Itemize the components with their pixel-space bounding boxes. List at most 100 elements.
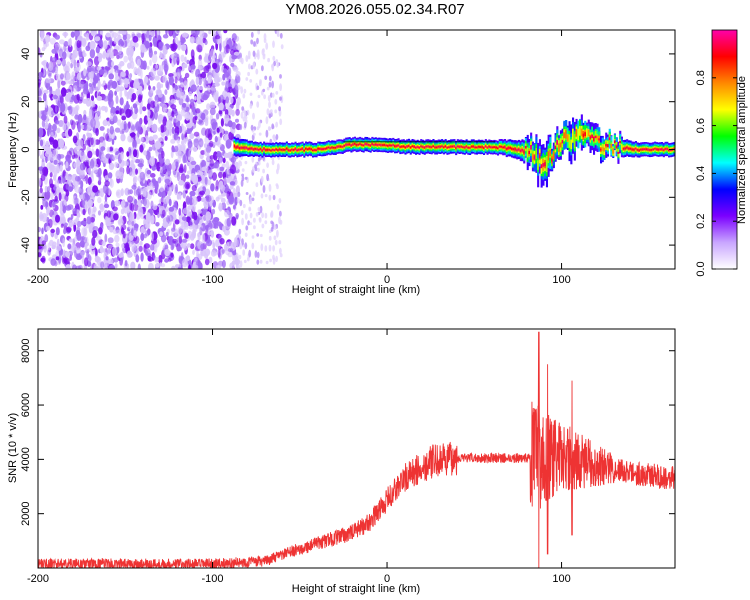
noise-speck xyxy=(64,31,67,38)
noise-speck xyxy=(102,80,106,86)
noise-speck xyxy=(117,218,124,226)
noise-speck xyxy=(178,42,181,49)
noise-speck xyxy=(54,70,59,76)
noise-speck xyxy=(83,227,88,237)
noise-speck xyxy=(53,159,58,165)
ridge-cell xyxy=(298,148,301,151)
noise-speck xyxy=(86,216,92,225)
noise-speck xyxy=(74,197,79,206)
noise-speck xyxy=(170,104,177,110)
ridge-cell xyxy=(345,143,348,146)
noise-speck xyxy=(219,132,223,138)
ridge-cell xyxy=(668,149,671,152)
noise-speck xyxy=(81,192,85,201)
ridge-cell xyxy=(512,148,515,151)
noise-speck xyxy=(133,229,137,238)
noise-speck xyxy=(122,34,127,41)
noise-speck xyxy=(124,260,128,267)
noise-speck xyxy=(164,258,169,263)
noise-speck xyxy=(58,154,65,159)
noise-speck xyxy=(84,161,89,167)
ridge-cell xyxy=(432,145,435,147)
ridge-cell xyxy=(626,146,629,149)
noise-speck xyxy=(226,168,230,175)
noise-speck xyxy=(278,106,281,112)
ridge-cell xyxy=(237,145,240,148)
ridge-cell xyxy=(378,143,381,146)
noise-speck xyxy=(92,210,96,215)
noise-speck xyxy=(160,169,167,174)
noise-speck xyxy=(149,42,153,48)
noise-speck xyxy=(214,35,221,40)
noise-speck xyxy=(245,55,249,62)
noise-speck xyxy=(252,50,256,57)
noise-speck xyxy=(243,110,247,118)
ridge-cell xyxy=(613,140,616,144)
ridge-cell xyxy=(669,149,672,151)
ridge-cell xyxy=(331,146,334,149)
ridge-cell xyxy=(387,145,390,147)
noise-speck xyxy=(192,116,197,125)
noise-speck xyxy=(214,161,220,169)
noise-speck xyxy=(257,30,261,35)
noise-speck xyxy=(146,103,151,110)
noise-speck xyxy=(90,192,95,197)
ridge-cell xyxy=(284,149,287,151)
noise-speck xyxy=(108,73,114,80)
ridge-cell xyxy=(319,148,322,150)
ridge-cell xyxy=(573,134,576,149)
noise-speck xyxy=(142,60,147,70)
noise-speck xyxy=(218,180,224,190)
noise-speck xyxy=(175,68,182,73)
ridge-cell xyxy=(551,158,554,162)
ridge-cell xyxy=(310,148,313,150)
noise-speck xyxy=(230,164,236,175)
noise-speck xyxy=(197,232,201,238)
noise-speck xyxy=(218,102,224,111)
noise-speck xyxy=(172,88,176,95)
noise-speck xyxy=(81,235,85,241)
noise-speck xyxy=(157,177,162,184)
noise-speck xyxy=(239,260,243,268)
noise-speck xyxy=(256,233,260,237)
noise-speck xyxy=(182,258,188,268)
noise-speck xyxy=(250,39,254,45)
colorbar-tick-label: 0.8 xyxy=(695,70,707,85)
noise-speck xyxy=(171,265,176,269)
noise-speck xyxy=(92,185,99,193)
noise-speck xyxy=(161,209,166,218)
noise-speck xyxy=(217,171,223,179)
noise-speck xyxy=(279,74,282,79)
noise-speck xyxy=(246,257,250,262)
noise-speck xyxy=(88,67,94,73)
noise-speck xyxy=(175,161,179,168)
ridge-cell xyxy=(531,153,534,160)
noise-speck xyxy=(38,87,42,97)
noise-speck xyxy=(165,231,169,237)
noise-speck xyxy=(215,264,222,269)
noise-speck xyxy=(254,164,257,169)
noise-speck xyxy=(199,190,205,196)
noise-speck xyxy=(212,251,218,256)
noise-speck xyxy=(260,193,264,199)
ridge-cell xyxy=(495,146,498,149)
noise-speck xyxy=(97,196,102,204)
spectrogram-ridge xyxy=(233,114,675,188)
noise-speck xyxy=(244,232,248,237)
noise-speck xyxy=(214,82,220,87)
y-tick-label: 8000 xyxy=(20,338,32,362)
noise-speck xyxy=(44,234,49,243)
ridge-cell xyxy=(367,144,370,146)
noise-speck xyxy=(115,105,120,112)
ridge-cell xyxy=(247,148,250,150)
noise-speck xyxy=(164,135,168,141)
noise-speck xyxy=(204,248,211,257)
ridge-cell xyxy=(406,145,409,148)
noise-speck xyxy=(171,111,175,118)
ridge-cell xyxy=(383,144,386,146)
snr-frame xyxy=(37,328,676,569)
ridge-cell xyxy=(617,151,620,154)
noise-speck xyxy=(133,223,139,232)
noise-speck xyxy=(102,119,109,127)
noise-speck xyxy=(155,222,160,227)
